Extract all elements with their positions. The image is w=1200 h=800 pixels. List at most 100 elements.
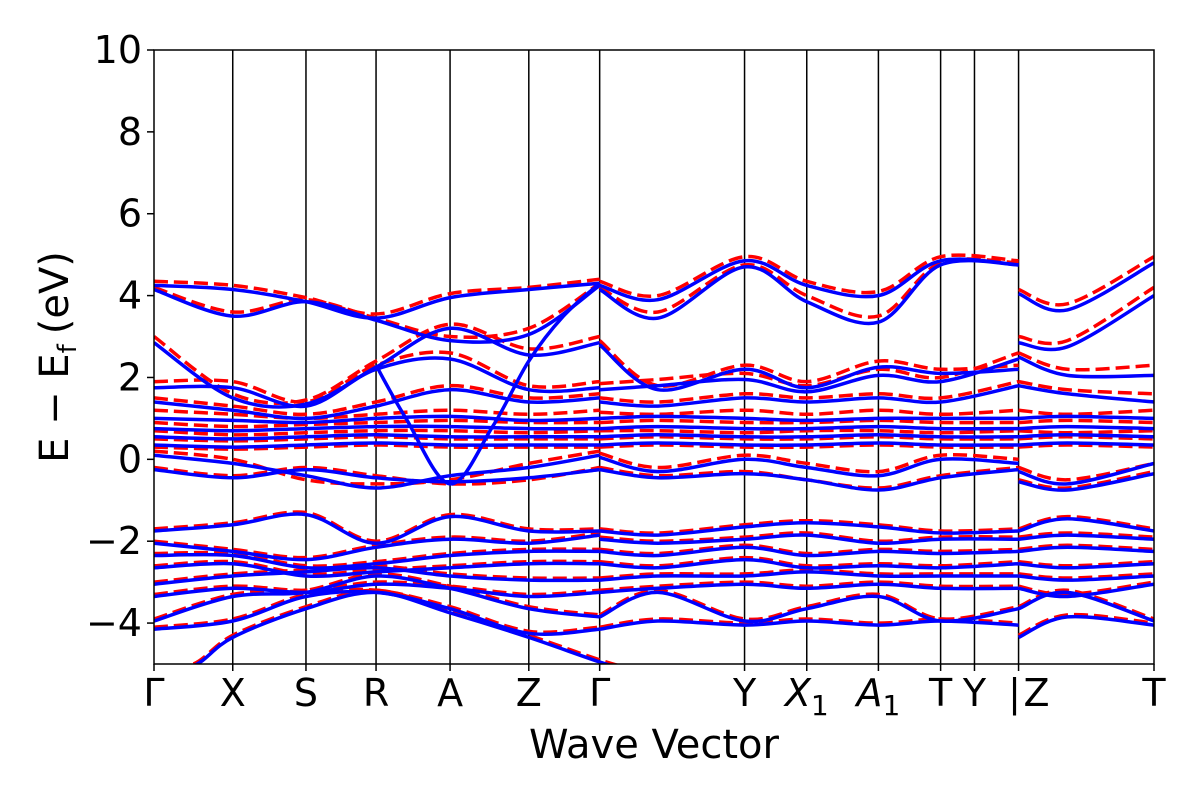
- x-tick-label-3: R: [363, 671, 389, 715]
- band-line-red-92: [154, 563, 600, 584]
- band-line-red-112: [1017, 612, 1154, 637]
- band-line-blue-114: [599, 619, 1019, 631]
- x-tick-label-9: A1: [853, 671, 900, 722]
- band-line-blue-79: [1018, 533, 1154, 541]
- band-line-blue-85: [1018, 545, 1154, 554]
- band-line-blue-73: [1018, 516, 1154, 533]
- band-line-blue-71: [154, 512, 600, 545]
- y-axis-title-main: E − E: [32, 353, 78, 463]
- band-line-blue-84: [599, 545, 1019, 558]
- band-line-red-54: [1018, 443, 1154, 449]
- band-line-red-106: [1017, 588, 1154, 621]
- band-line-blue-64: [154, 467, 600, 484]
- band-line-blue-96: [599, 570, 1019, 582]
- band-line-red-44: [599, 435, 1019, 441]
- band-line-red-23: [599, 379, 1019, 404]
- band-line-red-32: [599, 418, 1019, 425]
- x-axis-title: Wave Vector: [529, 722, 780, 768]
- band-line-blue-35: [599, 414, 1019, 423]
- band-line-blue-48: [1018, 433, 1154, 439]
- band-line-red-69: [599, 518, 1019, 535]
- x-tick-label-8-subscript: 1: [811, 689, 829, 722]
- y-tick-label-5: 6: [118, 192, 142, 236]
- band-line-red-94: [1018, 572, 1154, 580]
- band-line-red-7: [598, 257, 1019, 319]
- band-line-blue-46: [154, 433, 600, 441]
- band-line-red-28: [154, 408, 600, 421]
- band-line-red-100: [1018, 580, 1154, 597]
- x-tick-label-5-text: Z: [516, 671, 542, 715]
- band-line-blue-36: [1018, 414, 1154, 421]
- band-line-blue-95: [154, 565, 600, 586]
- x-tick-label-12: Z: [1024, 671, 1050, 715]
- band-line-red-104: [154, 572, 600, 621]
- y-tick-label-0: −4: [86, 601, 142, 645]
- band-line-red-39: [1018, 428, 1154, 435]
- x-tick-label-1: X: [220, 671, 246, 715]
- band-line-red-74: [154, 531, 600, 560]
- band-line-red-86: [154, 559, 600, 576]
- x-tick-label-6: Γ: [589, 671, 610, 715]
- x-tick-label-6-text: Γ: [589, 671, 610, 715]
- y-axis: −4 −2 0 2 4 6 8 10: [86, 28, 154, 645]
- band-line-blue-9: [598, 258, 1019, 326]
- band-line-blue-109: [1017, 590, 1154, 623]
- band-line-red-2: [1017, 255, 1154, 307]
- band-line-blue-67: [374, 281, 601, 486]
- x-tick-label-11-text: Y: [962, 671, 987, 715]
- band-line-blue-49: [154, 441, 600, 449]
- band-line-red-111: [599, 617, 1019, 629]
- band-line-blue-115: [1017, 614, 1154, 640]
- band-line-blue-108: [598, 590, 1019, 624]
- band-line-red-1: [599, 253, 1019, 299]
- x-tick-label-7-text: Y: [732, 671, 757, 715]
- band-line-blue-40: [154, 424, 600, 433]
- band-line-red-99: [599, 580, 1019, 593]
- band-line-red-70: [1018, 514, 1154, 531]
- kpoint-grid: [231, 50, 1020, 664]
- band-line-blue-51: [1018, 441, 1154, 447]
- band-line-red-105: [598, 588, 1019, 622]
- y-tick-label-7: 10: [94, 28, 142, 72]
- band-line-blue-25: [154, 387, 600, 421]
- band-line-blue-34: [154, 414, 600, 425]
- x-axis: Γ X S R A Z Γ Y X1 A1 T Y Z| T: [143, 664, 1166, 722]
- band-line-red-31: [154, 418, 600, 429]
- band-line-blue-91: [1018, 561, 1154, 570]
- band-line-blue-107: [154, 574, 600, 623]
- band-line-blue-5: [1017, 261, 1154, 313]
- band-line-red-0: [154, 277, 600, 316]
- band-line-red-17: [599, 351, 1020, 388]
- band-line-red-29: [599, 408, 1019, 417]
- plot-frame: [153, 49, 1155, 665]
- x-tick-label-10-text: T: [928, 671, 953, 715]
- x-tick-label-12-text: Z: [1024, 671, 1050, 715]
- band-line-red-55: [154, 449, 601, 486]
- x-tick-label-8-text: X: [783, 671, 812, 715]
- band-line-blue-77: [154, 533, 600, 562]
- band-line-blue-42: [1018, 424, 1154, 431]
- band-line-blue-59: [599, 455, 1019, 478]
- band-line-red-56: [599, 451, 1019, 474]
- band-line-red-18: [1017, 351, 1154, 372]
- band-line-red-116: [187, 588, 620, 664]
- band-line-blue-27: [1018, 383, 1154, 404]
- x-tick-label-9-subscript: 1: [882, 689, 900, 722]
- band-line-red-87: [599, 555, 1019, 568]
- band-line-blue-103: [1018, 582, 1154, 599]
- band-line-red-63: [1018, 469, 1154, 490]
- y-axis-title-unit: (eV): [32, 251, 78, 334]
- x-tick-label-2-text: S: [294, 671, 318, 715]
- y-tick-label-6: 8: [118, 110, 142, 154]
- x-tick-label-0-text: Γ: [143, 671, 164, 715]
- band-line-red-6: [154, 281, 601, 339]
- band-line-red-61: [154, 465, 601, 486]
- band-line-red-30: [1018, 408, 1154, 417]
- y-tick-label-4: 4: [118, 274, 142, 318]
- band-line-red-16: [154, 350, 600, 404]
- band-line-red-80: [154, 547, 600, 568]
- band-line-blue-50: [599, 441, 1019, 447]
- y-tick-label-2: 0: [118, 437, 142, 481]
- band-line-blue-65: [599, 467, 1019, 492]
